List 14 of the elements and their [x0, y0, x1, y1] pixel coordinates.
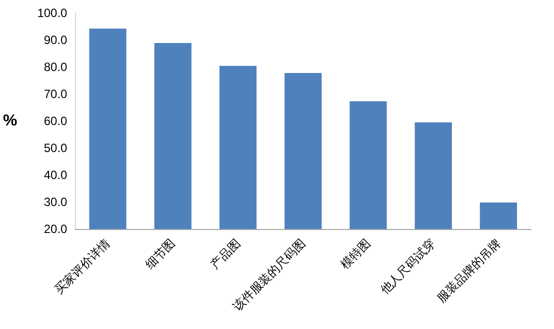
x-tick-label: 产品图: [208, 236, 243, 272]
x-tick-label: 模特图: [338, 236, 374, 272]
y-axis-title: %: [2, 112, 18, 130]
x-tick-label: 买家评价详情: [52, 236, 113, 297]
y-tick-label: 30.0: [44, 195, 68, 209]
y-tick-label: 90.0: [44, 33, 68, 47]
y-tick-label: 80.0: [44, 60, 68, 74]
y-tick-label: 40.0: [44, 168, 68, 182]
y-tick-label: 70.0: [44, 87, 68, 101]
y-tick-label: 60.0: [44, 114, 68, 128]
y-tick-label: 20.0: [44, 222, 68, 236]
y-tick-label: 100.0: [37, 6, 68, 20]
x-tick-label: 细节图: [142, 236, 178, 272]
y-tick-label: 50.0: [44, 141, 68, 155]
